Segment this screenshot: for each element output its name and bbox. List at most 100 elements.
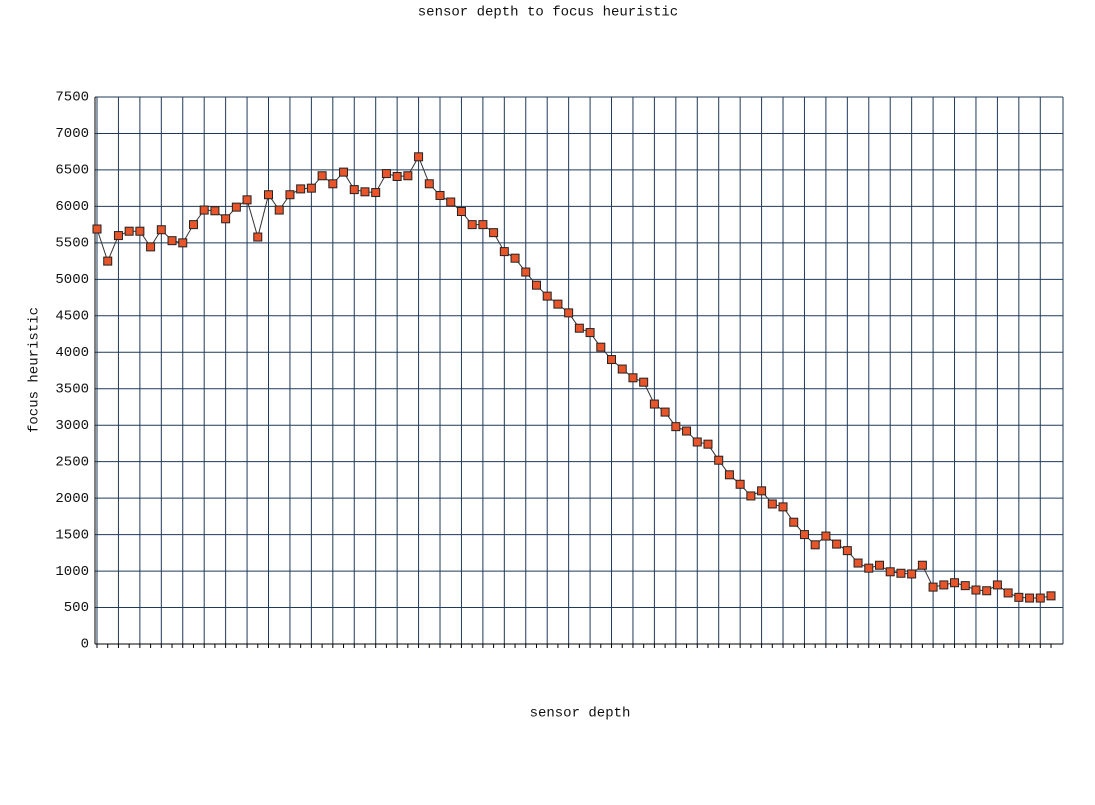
y-tick-label: 6500 [55, 163, 89, 179]
series-line [96, 155, 1052, 599]
point [328, 179, 338, 189]
point [992, 580, 1002, 590]
point [542, 291, 552, 301]
point [156, 225, 166, 235]
point [982, 586, 992, 596]
y-tick-label: 3500 [55, 381, 89, 397]
point [617, 364, 627, 374]
point [757, 486, 767, 496]
point [574, 323, 584, 333]
point [135, 226, 145, 236]
chart-title: sensor depth to focus heuristic [418, 5, 678, 21]
point [424, 179, 434, 189]
point [671, 422, 681, 432]
point [360, 187, 370, 197]
x-axis-label: sensor depth [530, 706, 631, 722]
point [971, 585, 981, 595]
point [1003, 588, 1013, 598]
point [1014, 592, 1024, 602]
y-tick-label: 1500 [55, 527, 89, 543]
point [178, 238, 188, 248]
point [853, 558, 863, 568]
point [414, 152, 424, 162]
point [167, 236, 177, 246]
y-tick-label: 4500 [55, 309, 89, 325]
point [832, 539, 842, 549]
point [403, 171, 413, 181]
point [682, 426, 692, 436]
point [950, 578, 960, 588]
y-tick-label: 3000 [55, 418, 89, 434]
point [874, 560, 884, 570]
point [381, 169, 391, 179]
point [724, 470, 734, 480]
point [842, 546, 852, 556]
point [821, 531, 831, 541]
point [767, 499, 777, 509]
point [349, 185, 359, 195]
point [113, 231, 123, 241]
point [789, 517, 799, 527]
point [896, 568, 906, 578]
point [264, 190, 274, 200]
point [939, 580, 949, 590]
point [596, 342, 606, 352]
y-tick-label: 1000 [55, 564, 89, 580]
point [210, 206, 220, 216]
point [188, 220, 198, 230]
point [660, 407, 670, 417]
point [296, 184, 306, 194]
point [703, 439, 713, 449]
point [306, 183, 316, 193]
point [1046, 591, 1056, 601]
point [435, 190, 445, 200]
point [917, 560, 927, 570]
point [146, 242, 156, 252]
point [810, 540, 820, 550]
point [274, 205, 284, 215]
point [639, 377, 649, 387]
point [907, 569, 917, 579]
point [885, 567, 895, 577]
point [778, 502, 788, 512]
point [864, 563, 874, 573]
y-tick-label: 6000 [55, 199, 89, 215]
point [124, 226, 134, 236]
point [960, 581, 970, 591]
point [446, 197, 456, 207]
point [199, 205, 209, 215]
y-tick-label: 500 [64, 600, 89, 616]
point [510, 253, 520, 263]
point [392, 171, 402, 181]
point [521, 267, 531, 277]
point [489, 228, 499, 238]
point [242, 195, 252, 205]
point [221, 214, 231, 224]
point [746, 491, 756, 501]
y-tick-label: 5000 [55, 272, 89, 288]
point [649, 399, 659, 409]
point [467, 220, 477, 230]
point [799, 530, 809, 540]
point [92, 224, 102, 234]
y-tick-label: 7000 [55, 126, 89, 142]
y-axis-label: focus heuristic [27, 307, 43, 433]
y-tick-label: 2000 [55, 491, 89, 507]
point [607, 355, 617, 365]
y-tick-label: 7500 [55, 90, 89, 106]
point [317, 171, 327, 181]
point [714, 455, 724, 465]
point [478, 220, 488, 230]
point [585, 328, 595, 338]
point [339, 167, 349, 177]
point [692, 437, 702, 447]
point [1035, 593, 1045, 603]
point [735, 479, 745, 489]
point [928, 582, 938, 592]
point [285, 190, 295, 200]
point [253, 232, 263, 242]
point [628, 373, 638, 383]
point [553, 299, 563, 309]
point [1025, 593, 1035, 603]
